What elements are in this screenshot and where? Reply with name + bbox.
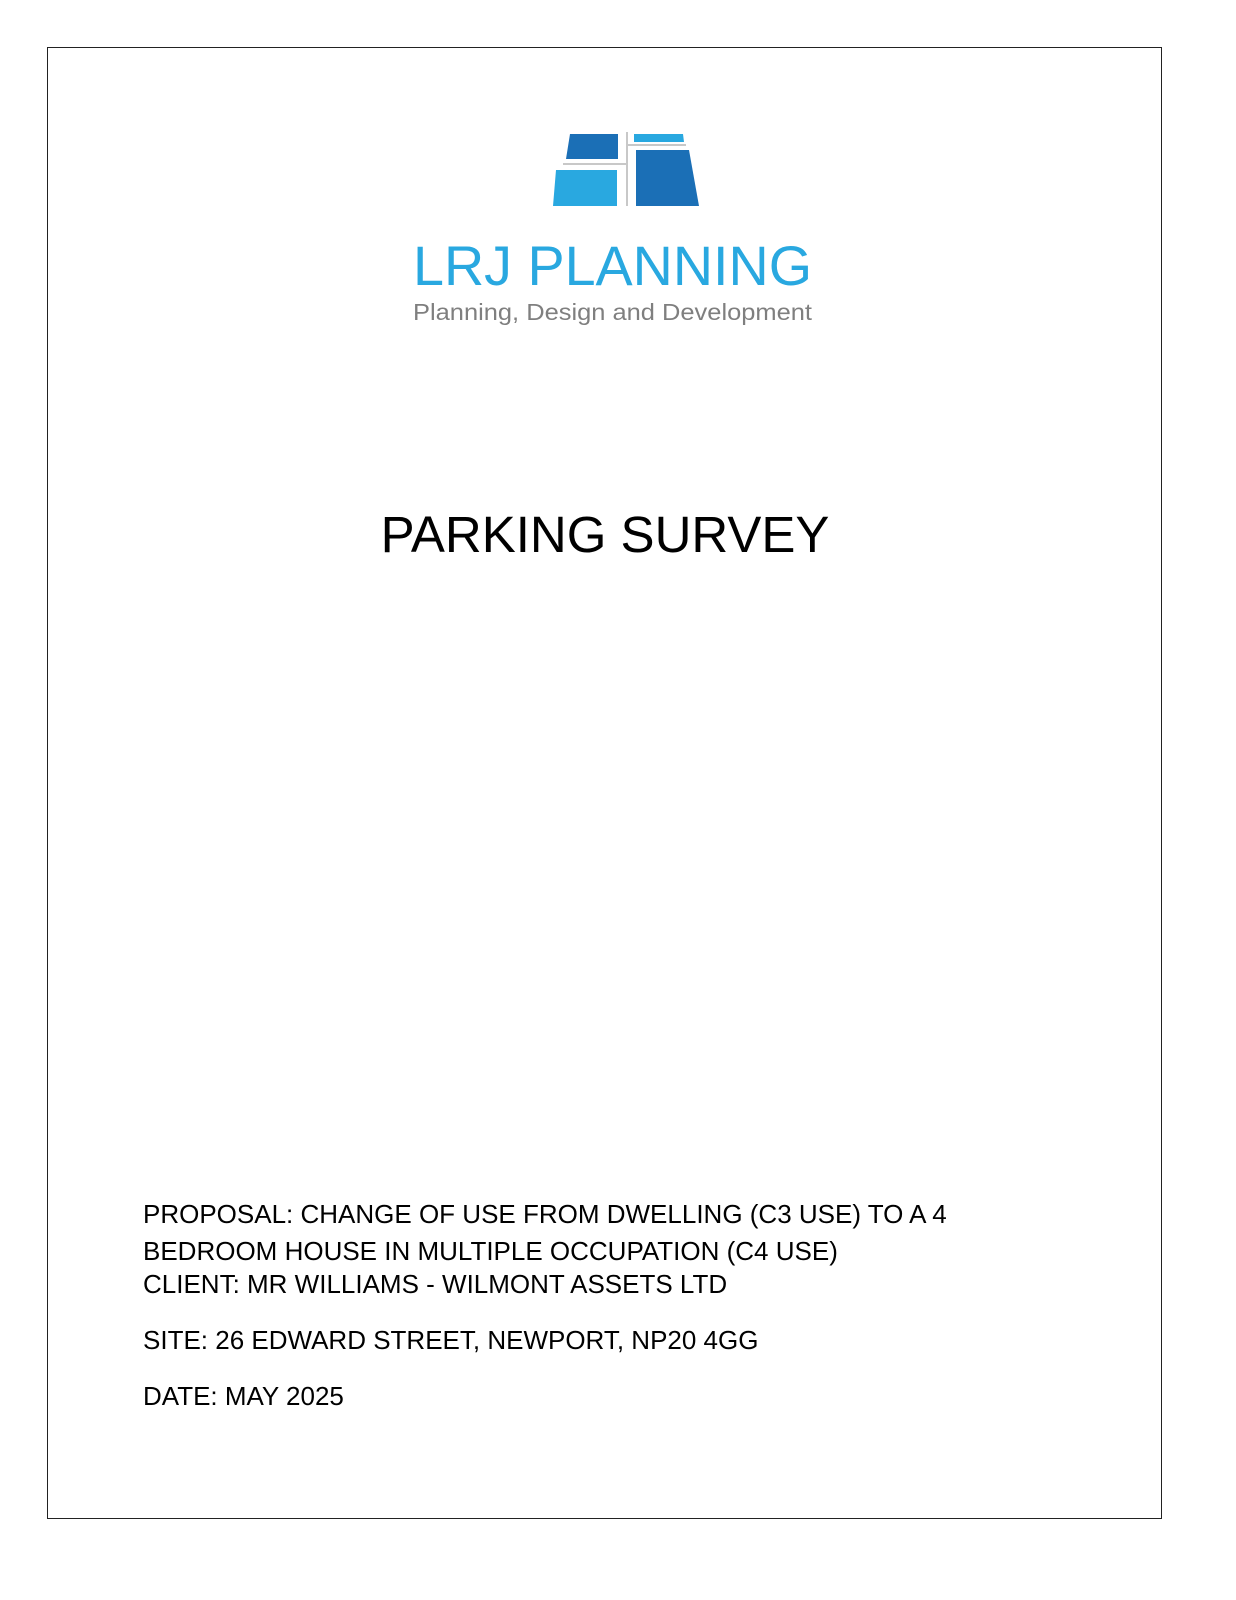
company-logo: LRJ PLANNING Planning, Design and Develo… <box>413 132 813 325</box>
document-title: PARKING SURVEY <box>380 506 830 563</box>
client-line: CLIENT: MR WILLIAMS - WILMONT ASSETS LTD <box>143 1269 728 1299</box>
proposal-line-1: PROPOSAL: CHANGE OF USE FROM DWELLING (C… <box>143 1199 947 1229</box>
page-border <box>47 47 1162 1519</box>
date-line: DATE: MAY 2025 <box>143 1381 344 1411</box>
logo-mark-icon <box>553 132 699 206</box>
logo-tagline: Planning, Design and Development <box>413 299 813 325</box>
proposal-line-2: BEDROOM HOUSE IN MULTIPLE OCCUPATION (C4… <box>143 1236 838 1266</box>
logo-name: LRJ PLANNING <box>413 234 812 297</box>
site-line: SITE: 26 EDWARD STREET, NEWPORT, NP20 4G… <box>143 1325 759 1355</box>
